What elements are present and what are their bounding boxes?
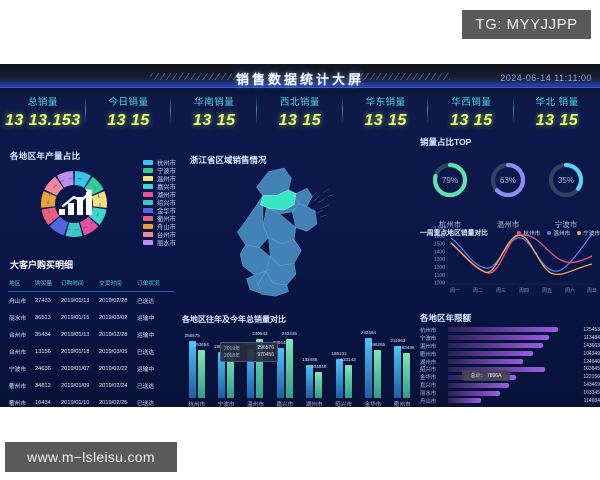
svg-text:周一: 周一 bbox=[450, 288, 460, 294]
svg-text:周四: 周四 bbox=[519, 288, 529, 294]
svg-text:周日: 周日 bbox=[587, 288, 597, 294]
svg-text:1100: 1100 bbox=[434, 273, 445, 279]
svg-text:35%: 35% bbox=[558, 176, 574, 185]
svg-text:1400: 1400 bbox=[434, 249, 445, 255]
svg-text:1200: 1200 bbox=[434, 265, 445, 271]
svg-text:周六: 周六 bbox=[565, 287, 575, 294]
svg-text:周三: 周三 bbox=[496, 288, 506, 294]
svg-text:1500: 1500 bbox=[434, 242, 445, 248]
svg-text:1000: 1000 bbox=[434, 281, 445, 287]
svg-text:1300: 1300 bbox=[434, 257, 445, 263]
svg-text:63%: 63% bbox=[500, 176, 516, 185]
svg-text:周二: 周二 bbox=[473, 288, 483, 294]
svg-text:79%: 79% bbox=[442, 176, 458, 185]
svg-text:周五: 周五 bbox=[542, 288, 552, 294]
